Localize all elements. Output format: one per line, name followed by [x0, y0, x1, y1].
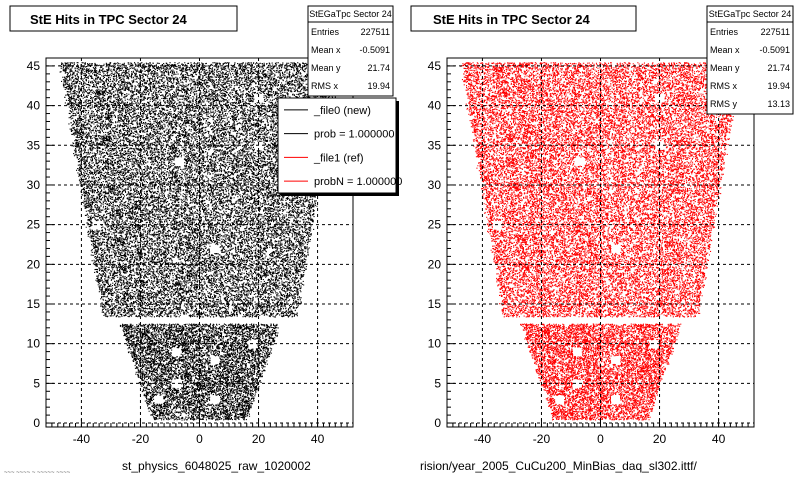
x-tick-label: -40	[474, 432, 492, 446]
stats-key: Mean x	[710, 45, 740, 55]
right-histogram-title: StE Hits in TPC Sector 24	[433, 12, 591, 27]
stats-key: RMS x	[311, 81, 339, 91]
right-histogram-pad: StE Hits in TPC Sector 24 -40 -20 0 20 40 0 5 1…	[410, 5, 755, 473]
x-tick-label: 0	[597, 432, 604, 446]
y-tick-label: 5	[434, 376, 441, 390]
stats-key: Entries	[710, 27, 739, 37]
y-tick-label: 0	[434, 416, 441, 430]
y-tick-label: 45	[27, 59, 41, 73]
left-title-box	[9, 5, 238, 32]
stats-key: Mean x	[311, 45, 341, 55]
legend-frame	[277, 97, 397, 194]
y-tick-label: 0	[33, 416, 40, 430]
stats-value: 227511	[761, 27, 790, 37]
x-tick-label: 40	[712, 432, 726, 446]
stats-key: Mean y	[710, 63, 740, 73]
stats-value: 19.94	[367, 81, 390, 91]
legend-label: _file0 (new)	[313, 105, 371, 117]
right-stats-box: StEGaTpc Sector 24 Entries 227511 Mean x -0.…	[706, 5, 794, 115]
right-grid	[447, 58, 754, 427]
y-tick-label: 15	[428, 297, 442, 311]
hit-points-path	[59, 62, 342, 421]
stats-box-name: StEGaTpc Sector 24	[309, 9, 392, 19]
stats-box-frame	[307, 5, 394, 97]
y-tick-label: 45	[428, 59, 442, 73]
y-tick-label: 5	[33, 376, 40, 390]
x-tick-label: -40	[73, 432, 91, 446]
x-tick-label: -20	[132, 432, 150, 446]
legend-label: probN = 1.000000	[314, 176, 402, 188]
left-histogram-pad: StE Hits in TPC Sector 24 -40 -20 0 20 40 0 5 1…	[4, 5, 354, 476]
legend-label: _file1 (ref)	[313, 152, 364, 164]
right-axes: -40 -20 0 20 40 0 5 10 15 20 25 30 35 40 45	[428, 57, 755, 446]
y-tick-label: 40	[27, 99, 41, 113]
stats-value: -0.5091	[759, 45, 790, 55]
left-axes: -40 -20 0 20 40 0 5 10 15 20 25 30 35 40 45	[27, 57, 354, 446]
stats-key: Mean y	[311, 63, 341, 73]
stats-box-name: StEGaTpc Sector 24	[709, 9, 792, 19]
stats-key: RMS y	[710, 99, 738, 109]
y-tick-label: 10	[428, 337, 442, 351]
stats-key: RMS x	[710, 81, 738, 91]
hit-points-path	[460, 62, 742, 421]
legend-label: prob = 1.000000	[314, 129, 394, 141]
x-tick-label: 20	[653, 432, 667, 446]
y-tick-label: 20	[27, 257, 41, 271]
stats-value: 227511	[361, 27, 390, 37]
y-tick-label: 15	[27, 297, 41, 311]
y-tick-label: 20	[428, 257, 442, 271]
y-tick-label: 25	[27, 218, 41, 232]
left-histogram-title: StE Hits in TPC Sector 24	[30, 12, 188, 27]
stats-value: 19.94	[767, 81, 790, 91]
stats-key: Entries	[311, 27, 340, 37]
y-tick-label: 35	[428, 138, 442, 152]
x-tick-label: 0	[196, 432, 203, 446]
y-tick-label: 35	[27, 138, 41, 152]
x-tick-label: -20	[533, 432, 551, 446]
left-legend: _file0 (new) prob = 1.000000 _file1 (ref) p…	[277, 97, 402, 196]
right-file-caption: rision/year_2005_CuCu200_MinBias_daq_sl3…	[420, 459, 698, 473]
stats-value: 13.13	[767, 99, 790, 109]
left-stats-box: StEGaTpc Sector 24 Entries 227511 Mean x -0.…	[307, 5, 394, 97]
stats-value: 21.74	[367, 63, 390, 73]
x-tick-label: 40	[311, 432, 325, 446]
left-footer-note: ~~~ ~~~~ ~ ~~~~~ ~~~~	[4, 470, 71, 476]
y-tick-label: 30	[428, 178, 442, 192]
right-title-box	[410, 5, 637, 32]
y-tick-label: 30	[27, 178, 41, 192]
right-hit-points	[460, 62, 742, 421]
stats-value: -0.5091	[359, 45, 390, 55]
stats-value: 21.74	[767, 63, 790, 73]
stats-box-frame	[706, 5, 794, 115]
left-file-caption: st_physics_6048025_raw_1020002	[122, 459, 311, 473]
y-tick-label: 10	[27, 337, 41, 351]
y-tick-label: 25	[428, 218, 442, 232]
x-tick-label: 20	[252, 432, 266, 446]
left-hit-points	[59, 62, 342, 421]
y-tick-label: 40	[428, 99, 442, 113]
